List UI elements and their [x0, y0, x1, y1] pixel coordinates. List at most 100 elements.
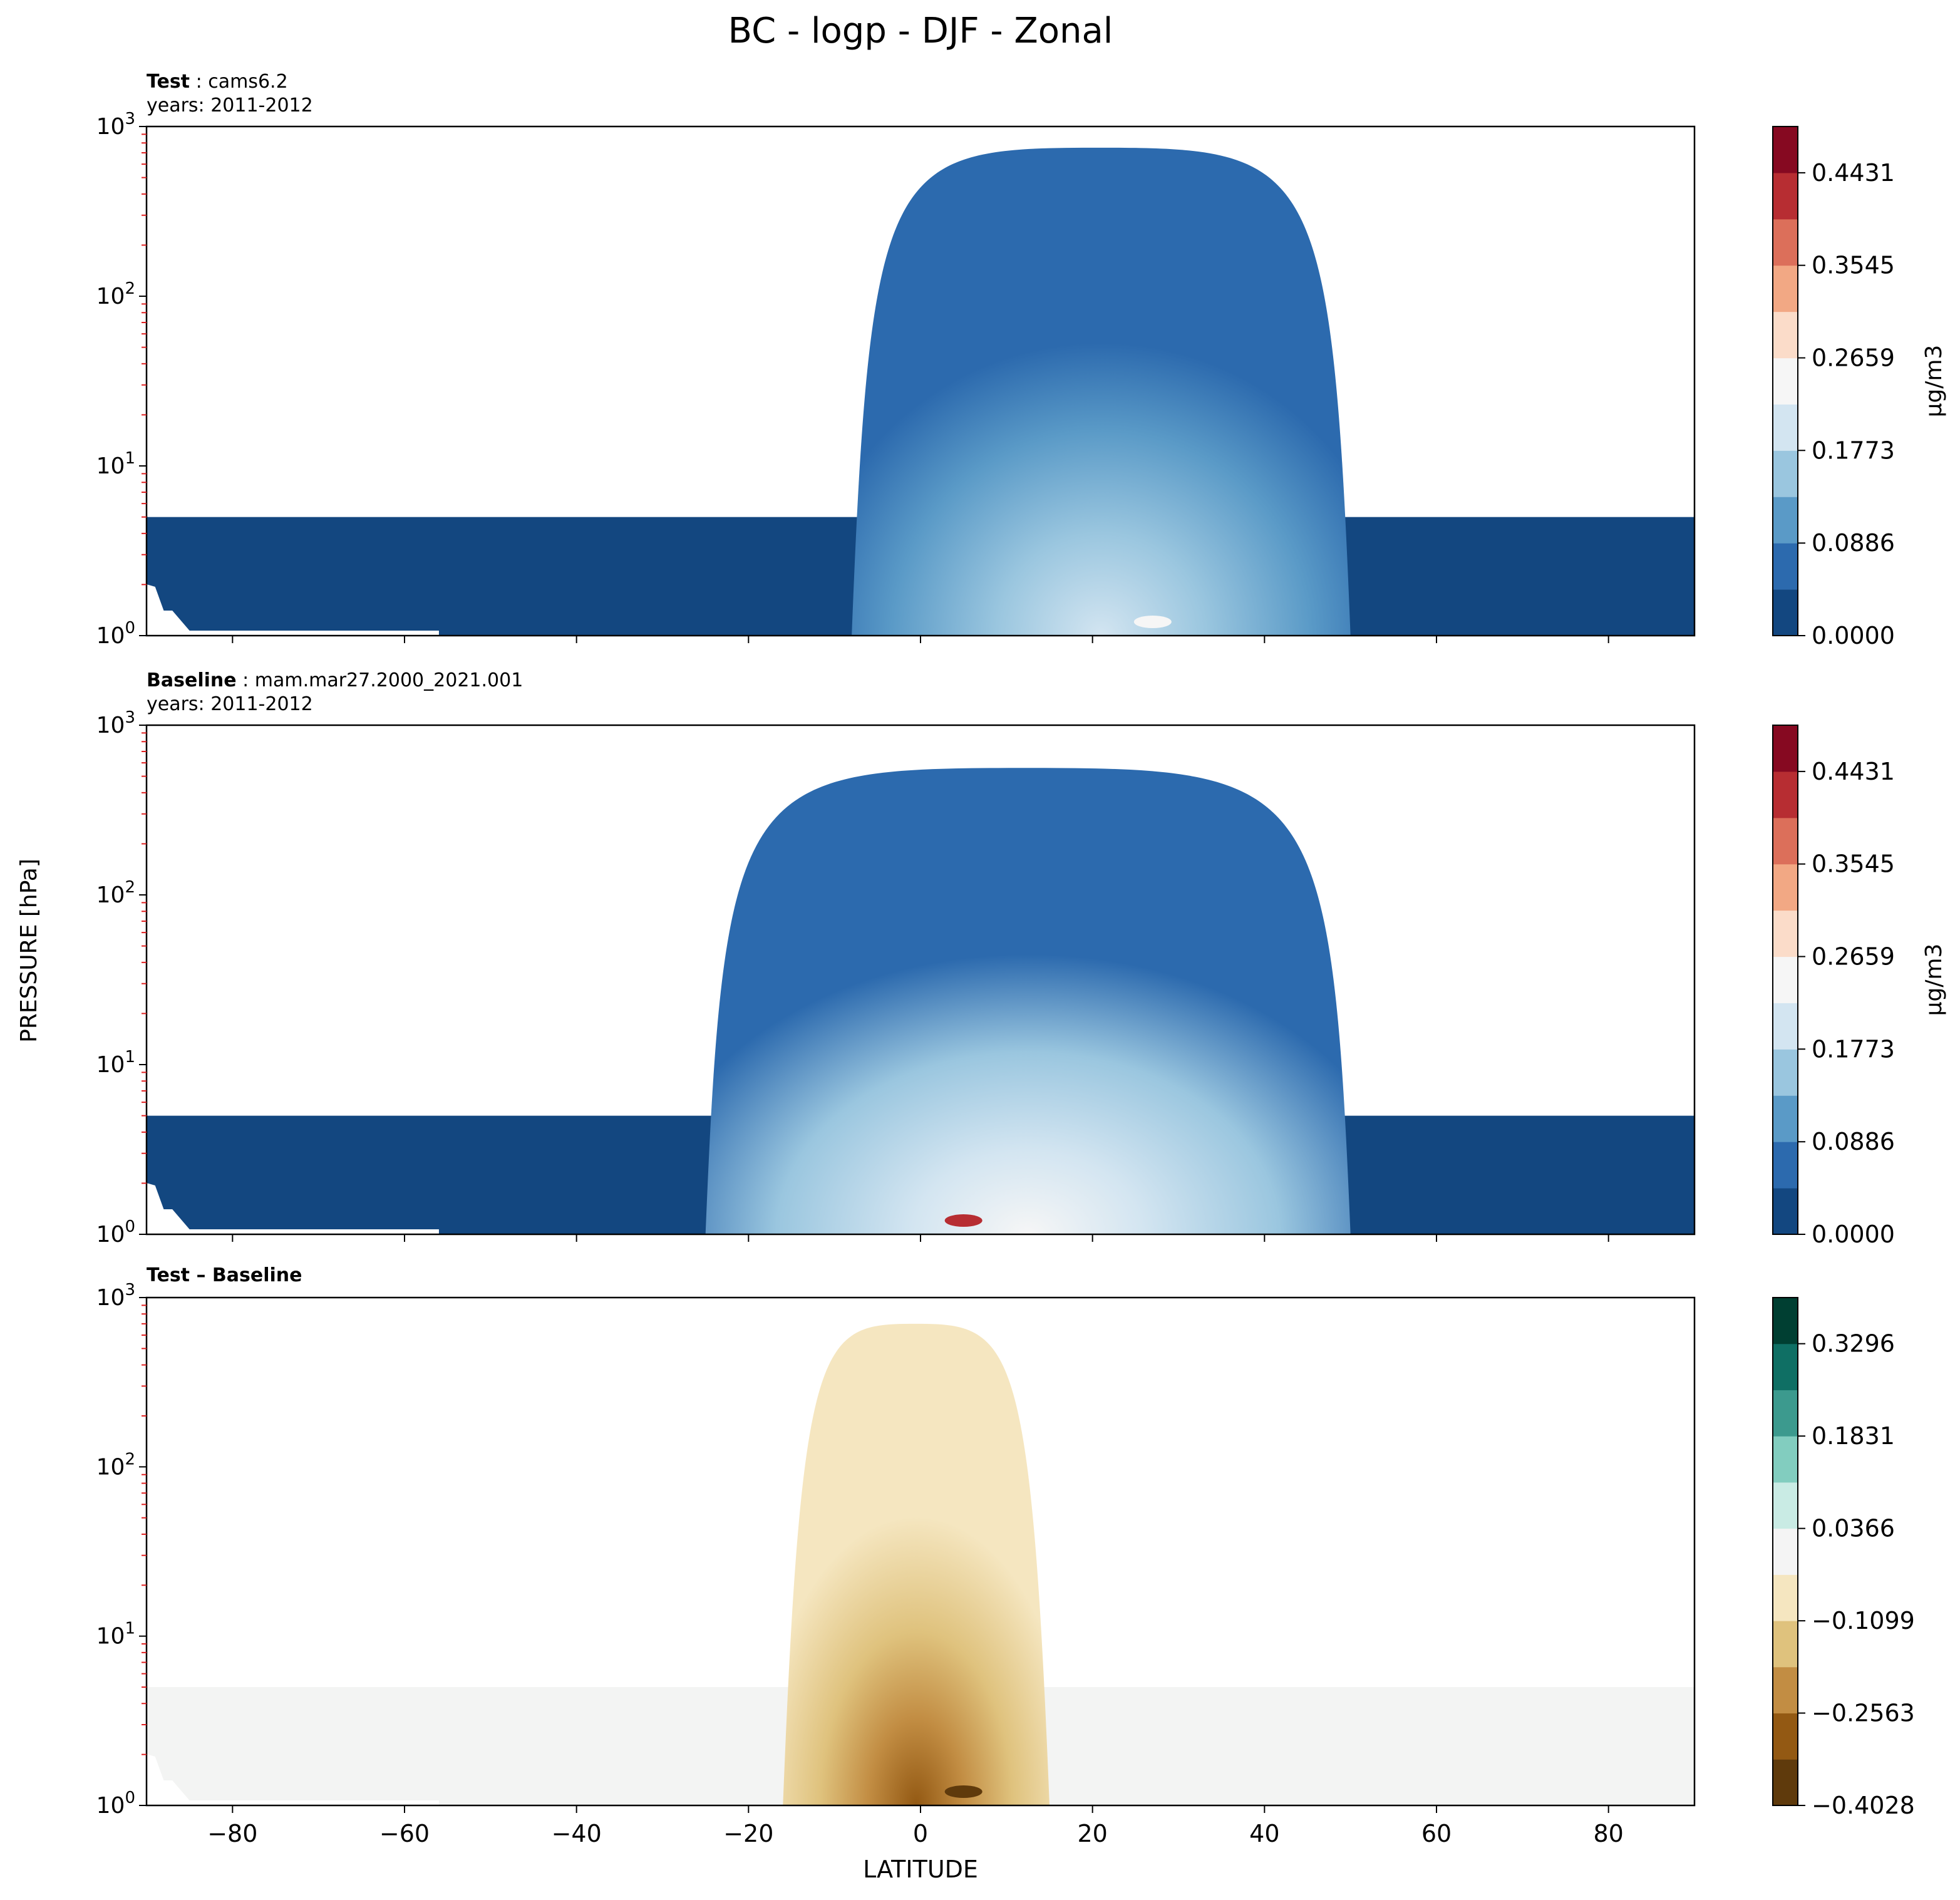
y-tick-label: 100	[96, 619, 135, 649]
y-tick-base: 10	[96, 1222, 125, 1247]
y-tick-exponent: 1	[125, 1619, 135, 1638]
colorbar-label: μg/m3	[1921, 944, 1947, 1016]
colorbar-frame	[1772, 1297, 1798, 1806]
colorbar-band	[1773, 725, 1798, 772]
colorbar-band	[1773, 265, 1798, 312]
panel-subtitle: years: 2011-2012	[147, 693, 313, 715]
x-tick-label: −80	[207, 1820, 257, 1847]
y-tick-exponent: 0	[125, 619, 135, 638]
y-tick-base: 10	[96, 284, 125, 309]
x-tick-label: 20	[1077, 1820, 1107, 1847]
colorbar-frame	[1772, 126, 1798, 636]
colorbar-band	[1773, 589, 1798, 636]
colorbar-band	[1773, 1142, 1798, 1189]
feature-plume	[705, 768, 1351, 1234]
y-tick-label: 102	[96, 878, 135, 908]
panel-baseline: Baseline : mam.mar27.2000_2021.001years:…	[96, 669, 1947, 1248]
colorbar-band	[1773, 1713, 1798, 1760]
y-tick-label: 102	[96, 279, 135, 309]
y-tick-label: 103	[96, 110, 135, 140]
y-tick-label: 100	[96, 1217, 135, 1247]
y-tick-exponent: 1	[125, 449, 135, 468]
colorbar-band	[1773, 311, 1798, 359]
colorbar-tick-label: 0.1773	[1812, 1035, 1895, 1063]
y-tick-label: 102	[96, 1450, 135, 1480]
colorbar-band	[1773, 1188, 1798, 1235]
colorbar-band	[1773, 1390, 1798, 1437]
colorbar-tick-label: 0.2659	[1812, 942, 1895, 970]
colorbar-tick-label: −0.1099	[1812, 1607, 1915, 1634]
y-tick-exponent: 0	[125, 1217, 135, 1236]
y-tick-label: 101	[96, 449, 135, 479]
y-tick-exponent: 1	[125, 1048, 135, 1066]
y-tick-base: 10	[96, 1793, 125, 1819]
panel-title-bold: Baseline	[147, 669, 237, 691]
panel-title: Baseline : mam.mar27.2000_2021.001	[147, 669, 523, 691]
colorbar-tick-label: 0.0366	[1812, 1515, 1895, 1542]
colorbar-band	[1773, 771, 1798, 818]
colorbar-tick-label: 0.1773	[1812, 436, 1895, 464]
y-tick-base: 10	[96, 114, 125, 140]
y-tick-base: 10	[96, 1285, 125, 1311]
y-tick-base: 10	[96, 453, 125, 479]
colorbar-tick-label: −0.2563	[1812, 1700, 1915, 1727]
x-tick-label: 60	[1421, 1820, 1452, 1847]
colorbar-tick-label: 0.1831	[1812, 1422, 1895, 1450]
y-tick-base: 10	[96, 1052, 125, 1078]
colorbar-band	[1773, 1759, 1798, 1806]
colorbar-tick-label: −0.4028	[1812, 1792, 1915, 1819]
colorbar-band	[1773, 497, 1798, 544]
panel-title-bold: Test	[147, 71, 190, 93]
colorbar-band	[1773, 864, 1798, 911]
x-tick-label: 0	[913, 1820, 928, 1847]
colorbar-tick-label: 0.4431	[1812, 758, 1895, 785]
feature-peak	[944, 1785, 983, 1798]
x-tick-label: −20	[723, 1820, 773, 1847]
y-tick-label: 103	[96, 708, 135, 738]
y-tick-exponent: 0	[125, 1789, 135, 1807]
y-tick-exponent: 3	[125, 708, 135, 727]
x-tick-label: 40	[1249, 1820, 1279, 1847]
colorbar-tick-label: 0.4431	[1812, 159, 1895, 187]
colorbar-tick-label: 0.0886	[1812, 529, 1895, 557]
feature-plume	[783, 1323, 1050, 1805]
colorbar-band	[1773, 1666, 1798, 1714]
figure-title: BC - logp - DJF - Zonal	[728, 11, 1113, 51]
colorbar-band	[1773, 450, 1798, 497]
panel-title-name: : cams6.2	[190, 71, 288, 93]
panel-title-name: : mam.mar27.2000_2021.001	[237, 669, 524, 691]
colorbar-band	[1773, 910, 1798, 958]
colorbar-band	[1773, 1574, 1798, 1621]
y-tick-label: 100	[96, 1789, 135, 1819]
colorbar-band	[1773, 1298, 1798, 1345]
y-tick-exponent: 3	[125, 110, 135, 128]
colorbar-tick-label: 0.3296	[1812, 1330, 1895, 1358]
y-tick-base: 10	[96, 1624, 125, 1650]
feature-peak	[944, 1214, 983, 1227]
panel-title: Test – Baseline	[147, 1264, 302, 1286]
colorbar-band	[1773, 1436, 1798, 1483]
x-axis-label: LATITUDE	[863, 1856, 978, 1883]
x-tick-label: 80	[1593, 1820, 1623, 1847]
y-tick-label: 101	[96, 1048, 135, 1078]
panel-title: Test : cams6.2	[147, 71, 288, 93]
x-tick-label: −60	[379, 1820, 430, 1847]
colorbar-label: μg/m3	[1921, 345, 1947, 418]
colorbar-band	[1773, 358, 1798, 405]
colorbar-band	[1773, 1343, 1798, 1390]
y-tick-base: 10	[96, 1454, 125, 1480]
colorbar-tick-label: 0.3545	[1812, 252, 1895, 279]
colorbar-band	[1773, 172, 1798, 220]
colorbar-band	[1773, 543, 1798, 590]
colorbar-band	[1773, 1049, 1798, 1096]
panel-title-bold: Test – Baseline	[147, 1264, 302, 1286]
colorbar-band	[1773, 1528, 1798, 1575]
colorbar-band	[1773, 1621, 1798, 1668]
colorbar-tick-label: 0.2659	[1812, 344, 1895, 371]
colorbar-band	[1773, 1003, 1798, 1050]
colorbar-band	[1773, 1482, 1798, 1529]
